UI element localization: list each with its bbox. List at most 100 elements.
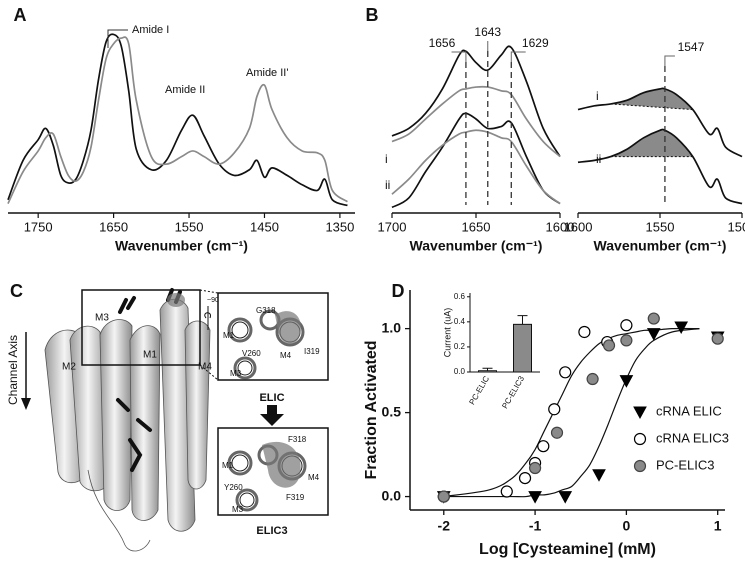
marker	[500, 485, 513, 498]
residue-label: G318	[256, 306, 276, 315]
residue-label: Y260	[224, 483, 243, 492]
marker	[518, 471, 532, 485]
marker-label: 1547	[678, 40, 705, 54]
curve-label: ii	[385, 178, 390, 192]
x-tick-label: 1650	[462, 219, 491, 234]
shaded-band	[610, 88, 693, 110]
zoom-elic: G318 M1 V260 M4 I319 M3	[217, 292, 329, 381]
curve-label: ii	[596, 152, 601, 166]
y-tick-label: 1.0	[382, 319, 402, 335]
structure-title: ELIC3	[256, 525, 287, 537]
marker	[528, 491, 542, 504]
marker-label: 1656	[429, 36, 456, 50]
marker	[619, 375, 634, 388]
marker-label: 1629	[522, 36, 549, 50]
x-tick-label: 1	[714, 518, 722, 534]
arrowhead	[21, 398, 31, 410]
residue-label: V260	[242, 349, 261, 358]
residue-blob	[167, 293, 185, 307]
x-tick-label: 1600	[564, 219, 593, 234]
x-tick-label: 1450	[250, 219, 279, 234]
panel-label: D	[392, 281, 405, 301]
residue-label: M3	[230, 369, 242, 378]
x-axis-label: Wavenumber (cm⁻¹)	[410, 238, 543, 254]
x-tick-label: 1600	[546, 219, 575, 234]
x-tick-label: 1650	[99, 219, 128, 234]
marker	[537, 440, 550, 453]
marker	[620, 334, 633, 347]
x-tick-label: PC-ELIC3	[500, 374, 526, 410]
x-tick-label: 1700	[378, 219, 407, 234]
y-tick-label: 0.2	[454, 342, 466, 351]
y-tick-label: 0.5	[382, 403, 402, 419]
residue-label: M4	[280, 351, 292, 360]
annotation: Amide II	[165, 84, 205, 96]
x-axis-label: Wavenumber (cm⁻¹)	[115, 238, 248, 254]
bar	[478, 370, 497, 373]
marker	[602, 339, 616, 352]
marker-bracket	[510, 51, 526, 62]
marker-label: 1643	[474, 25, 501, 39]
zoom-box	[81, 289, 201, 366]
marker	[559, 366, 572, 379]
x-tick-label: PC-ELIC	[467, 374, 491, 406]
residue-label: M1	[222, 461, 234, 470]
rotation-label: ~90°	[207, 296, 222, 304]
annotation: Amide I	[132, 24, 169, 36]
x-tick-label: 1350	[325, 219, 354, 234]
legend-label: PC-ELIC3	[656, 457, 715, 472]
helix-label: M4	[198, 362, 212, 373]
baseline	[610, 103, 693, 111]
panel-c: C Channel Axis M3 M1 M2 M4 ~90° G318 M1 …	[6, 281, 329, 552]
y-axis-label: Fraction Activated	[363, 341, 380, 480]
residue-label: F318	[288, 435, 307, 444]
x-tick-label: 1550	[175, 219, 204, 234]
bar	[513, 323, 532, 373]
arrow	[260, 405, 284, 426]
panel-label: B	[366, 5, 379, 25]
y-axis-label: Current (uA)	[442, 308, 452, 358]
helix-label: M1	[143, 350, 157, 361]
curve-label: i	[596, 89, 599, 103]
axis-label: Channel Axis	[6, 335, 20, 405]
x-axis-label: Wavenumber (cm⁻¹)	[594, 238, 727, 254]
marker	[647, 312, 660, 325]
spectrum-line	[391, 45, 561, 158]
residue-label: I319	[304, 347, 320, 356]
marker	[674, 321, 689, 334]
marker	[620, 319, 633, 332]
zoom-elic3: F318 M1 Y260 M4 F319 M3	[217, 427, 329, 516]
x-tick-label: 0	[622, 518, 630, 534]
legend-label: cRNA ELIC3	[656, 430, 729, 445]
marker	[550, 426, 564, 439]
residue-label: M3	[232, 505, 244, 514]
y-tick-label: 0.0	[454, 367, 466, 376]
spectrum-line	[391, 129, 561, 205]
error-bar	[517, 315, 528, 325]
marker	[711, 332, 724, 345]
legend-marker	[633, 406, 647, 420]
y-tick-label: 0.6	[454, 292, 466, 301]
y-tick-label: 0.4	[454, 317, 466, 326]
error-bar	[482, 367, 493, 371]
fit-line	[443, 328, 700, 498]
marker-bracket	[451, 51, 467, 62]
legend-marker	[633, 432, 647, 446]
rotation-icon	[204, 306, 211, 330]
y-tick-label: 0.0	[382, 487, 402, 503]
panel-label: C	[10, 281, 23, 301]
x-tick-label: 1750	[24, 219, 53, 234]
spectrum-line	[7, 33, 348, 207]
helices	[44, 298, 211, 552]
spectrum-line	[7, 36, 348, 204]
marker	[437, 490, 450, 503]
residue-label: M4	[308, 473, 320, 482]
annotation: Amide II'	[246, 67, 288, 79]
spectrum-line	[391, 85, 561, 158]
marker	[586, 372, 599, 386]
marker	[592, 469, 606, 482]
marker-bracket	[664, 55, 675, 66]
zoom-lines	[199, 289, 219, 381]
fit-line	[443, 327, 700, 498]
